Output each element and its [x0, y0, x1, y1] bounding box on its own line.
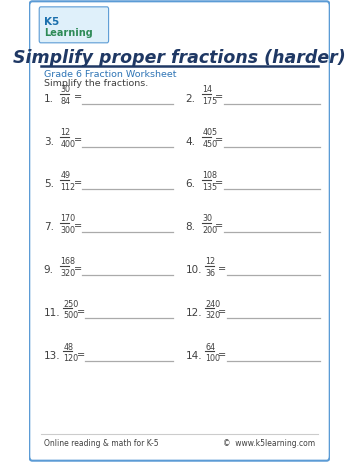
Text: =: =: [218, 349, 227, 359]
Text: 12.: 12.: [186, 307, 202, 318]
Text: =: =: [74, 263, 82, 273]
Text: =: =: [74, 92, 82, 102]
Text: 36: 36: [205, 268, 215, 277]
Text: 12: 12: [60, 128, 70, 137]
Text: 240: 240: [205, 299, 220, 308]
Text: 100: 100: [205, 354, 220, 363]
Text: 10.: 10.: [186, 265, 202, 275]
Text: 170: 170: [60, 213, 75, 223]
Text: 11.: 11.: [44, 307, 60, 318]
Text: 135: 135: [202, 182, 217, 191]
Text: 108: 108: [202, 171, 217, 180]
Text: =: =: [215, 220, 224, 231]
Text: =: =: [218, 306, 227, 316]
Text: 320: 320: [60, 268, 75, 277]
Text: 168: 168: [60, 257, 75, 265]
Text: 8.: 8.: [186, 222, 196, 232]
Text: 4.: 4.: [186, 136, 196, 146]
Text: K5: K5: [45, 17, 60, 27]
Text: =: =: [76, 349, 85, 359]
Text: 320: 320: [205, 311, 220, 320]
Text: 9.: 9.: [44, 265, 54, 275]
Text: 120: 120: [63, 354, 79, 363]
Text: =: =: [218, 263, 227, 273]
Text: ©  www.k5learning.com: © www.k5learning.com: [223, 438, 315, 447]
Text: =: =: [215, 135, 224, 145]
Text: 1.: 1.: [44, 94, 54, 104]
FancyBboxPatch shape: [29, 2, 330, 461]
Text: =: =: [215, 178, 224, 188]
Text: Grade 6 Fraction Worksheet: Grade 6 Fraction Worksheet: [44, 70, 176, 79]
Text: =: =: [215, 92, 224, 102]
Text: 250: 250: [63, 299, 79, 308]
Text: 7.: 7.: [44, 222, 54, 232]
Text: 450: 450: [202, 139, 217, 149]
FancyBboxPatch shape: [39, 8, 109, 44]
Text: =: =: [74, 135, 82, 145]
Text: Simplify the fractions.: Simplify the fractions.: [44, 79, 148, 88]
Text: =: =: [74, 178, 82, 188]
Text: =: =: [76, 306, 85, 316]
Text: 405: 405: [202, 128, 217, 137]
Text: 500: 500: [63, 311, 79, 320]
Text: 6.: 6.: [186, 179, 196, 189]
Text: 3.: 3.: [44, 136, 54, 146]
Text: 175: 175: [202, 97, 218, 106]
Text: 14: 14: [202, 85, 212, 94]
Text: 30: 30: [60, 85, 70, 94]
Text: 300: 300: [60, 225, 75, 234]
Text: 84: 84: [60, 97, 70, 106]
Text: 400: 400: [60, 139, 75, 149]
Text: 13.: 13.: [44, 350, 60, 360]
Text: =: =: [74, 220, 82, 231]
Text: 49: 49: [60, 171, 70, 180]
Text: Online reading & math for K-5: Online reading & math for K-5: [44, 438, 158, 447]
Text: 200: 200: [202, 225, 217, 234]
Text: 5.: 5.: [44, 179, 54, 189]
Text: 64: 64: [205, 342, 215, 351]
Text: 30: 30: [202, 213, 212, 223]
Text: 2.: 2.: [186, 94, 196, 104]
Text: 48: 48: [63, 342, 73, 351]
Text: Simplify proper fractions (harder): Simplify proper fractions (harder): [13, 49, 346, 67]
Text: Learning: Learning: [45, 28, 93, 38]
Text: 112: 112: [60, 182, 75, 191]
Text: 14.: 14.: [186, 350, 202, 360]
Text: 12: 12: [205, 257, 215, 265]
